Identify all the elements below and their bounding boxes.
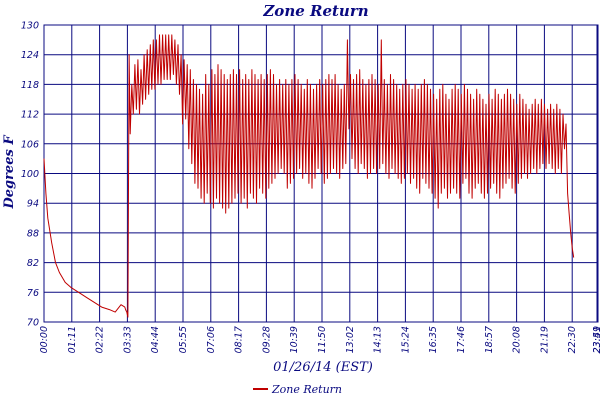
y-tick-label: 112 bbox=[21, 110, 39, 121]
x-tick-label: 01:11 bbox=[67, 326, 78, 353]
plot-area bbox=[43, 34, 575, 318]
plot-border bbox=[43, 24, 599, 323]
x-tick-label: 02:22 bbox=[95, 326, 106, 353]
y-tick-label: 94 bbox=[27, 199, 39, 210]
x-tick-label: 00:00 bbox=[39, 326, 50, 353]
y-tick-label: 70 bbox=[27, 318, 39, 329]
x-tick-label: 09:28 bbox=[261, 326, 272, 353]
x-tick-label: 05:55 bbox=[178, 326, 189, 353]
x-tick-label: 21:19 bbox=[539, 326, 550, 353]
x-tick-label: 23:59 bbox=[592, 326, 600, 353]
x-tick-label: 14:13 bbox=[373, 326, 384, 353]
y-tick-label: 88 bbox=[27, 228, 39, 239]
x-tick-label: 18:57 bbox=[484, 326, 495, 353]
chart-title: Zone Return bbox=[262, 2, 368, 20]
x-tick-label: 11:50 bbox=[317, 326, 328, 353]
x-axis-label: 01/26/14 (EST) bbox=[273, 360, 373, 375]
y-axis-label: Degrees F bbox=[2, 135, 17, 210]
series-line-zone-return bbox=[43, 34, 575, 318]
y-tick-label: 76 bbox=[27, 288, 39, 299]
y-tick-label: 106 bbox=[21, 139, 39, 150]
legend-label: Zone Return bbox=[271, 383, 342, 396]
x-tick-label: 20:08 bbox=[512, 326, 523, 353]
x-tick-label: 22:30 bbox=[567, 326, 578, 353]
x-tick-label: 03:33 bbox=[122, 326, 133, 353]
x-tick-label: 08:17 bbox=[234, 326, 245, 353]
y-tick-label: 124 bbox=[21, 50, 39, 61]
x-tick-label: 13:02 bbox=[345, 326, 356, 353]
x-tick-label: 07:06 bbox=[206, 326, 217, 353]
y-tick-label: 118 bbox=[21, 80, 39, 91]
x-tick-label: 04:44 bbox=[150, 326, 161, 353]
x-tick-labels: 00:00 01:11 02:22 03:33 04:44 05:55 07:06 08:17… bbox=[39, 326, 600, 353]
y-tick-label: 100 bbox=[21, 169, 39, 180]
legend: Zone Return bbox=[253, 383, 342, 396]
x-tick-label: 10:39 bbox=[289, 326, 300, 353]
y-tick-label: 82 bbox=[27, 258, 39, 269]
x-tick-label: 17:46 bbox=[456, 326, 467, 353]
y-tick-labels: 70 76 82 88 94 100 106 112 118 124 130 bbox=[21, 21, 39, 329]
x-tick-label: 15:24 bbox=[400, 326, 411, 353]
x-tick-label: 16:35 bbox=[428, 326, 439, 353]
x-tick-label: 23:41 bbox=[592, 326, 600, 353]
y-tick-label: 130 bbox=[21, 21, 39, 32]
